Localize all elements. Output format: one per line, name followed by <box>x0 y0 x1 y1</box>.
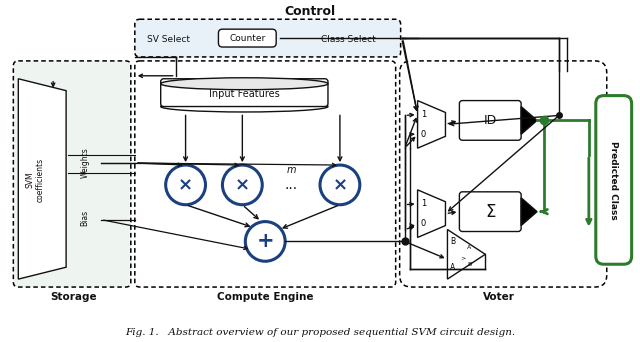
FancyBboxPatch shape <box>460 192 521 232</box>
Text: SV Select: SV Select <box>147 35 190 43</box>
FancyBboxPatch shape <box>596 96 632 264</box>
Polygon shape <box>521 106 537 134</box>
Text: 0: 0 <box>421 219 426 228</box>
Text: 1: 1 <box>421 110 426 119</box>
Text: +: + <box>257 232 274 251</box>
FancyBboxPatch shape <box>218 29 276 47</box>
Text: Compute Engine: Compute Engine <box>217 292 314 302</box>
Text: 1: 1 <box>421 199 426 208</box>
Circle shape <box>320 165 360 205</box>
Text: Class Select: Class Select <box>321 35 375 43</box>
Text: Control: Control <box>285 5 335 18</box>
Text: Σ: Σ <box>485 203 495 221</box>
Ellipse shape <box>161 101 328 112</box>
Polygon shape <box>19 79 66 279</box>
FancyBboxPatch shape <box>460 101 521 140</box>
Text: Weights: Weights <box>81 148 90 179</box>
Circle shape <box>245 222 285 261</box>
Text: SVM
coefficients: SVM coefficients <box>26 158 45 202</box>
Text: B: B <box>450 237 455 246</box>
Ellipse shape <box>161 78 328 90</box>
Text: Voter: Voter <box>483 292 515 302</box>
Text: Storage: Storage <box>50 292 97 302</box>
Text: ...: ... <box>285 178 298 192</box>
Text: $m$: $m$ <box>285 165 296 175</box>
Text: Fig. 1.   Abstract overview of our proposed sequential SVM circuit design.: Fig. 1. Abstract overview of our propose… <box>125 328 515 337</box>
Text: ID: ID <box>484 114 497 127</box>
Polygon shape <box>417 101 445 148</box>
Text: 0: 0 <box>421 130 426 139</box>
Polygon shape <box>447 229 485 279</box>
Polygon shape <box>521 198 537 226</box>
Text: Input Features: Input Features <box>209 89 280 98</box>
FancyBboxPatch shape <box>135 19 401 57</box>
Text: Predicted Class: Predicted Class <box>609 141 618 219</box>
FancyBboxPatch shape <box>161 79 328 106</box>
Circle shape <box>223 165 262 205</box>
Text: Bias: Bias <box>81 210 90 226</box>
Text: A: A <box>467 245 472 250</box>
Text: B: B <box>467 262 472 267</box>
Text: ×: × <box>332 176 348 194</box>
Text: ×: × <box>178 176 193 194</box>
Text: Counter: Counter <box>229 34 266 43</box>
FancyBboxPatch shape <box>13 61 131 287</box>
Text: A: A <box>450 263 455 272</box>
Text: >: > <box>461 255 466 260</box>
Polygon shape <box>417 190 445 237</box>
Circle shape <box>166 165 205 205</box>
Text: ×: × <box>235 176 250 194</box>
